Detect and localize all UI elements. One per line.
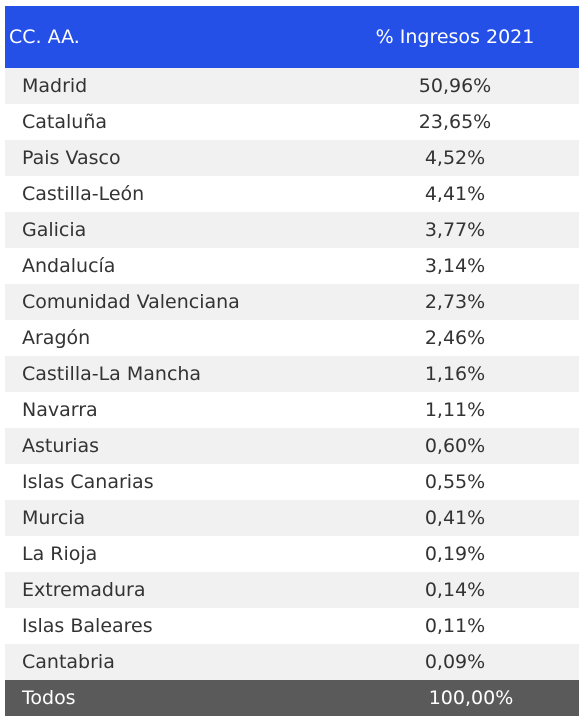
row-region: Andalucía <box>22 255 116 277</box>
row-percent: 1,11% <box>424 399 486 421</box>
row-percent: 0,19% <box>424 543 486 565</box>
table-row: Islas Canarias 0,55% <box>5 464 579 500</box>
table-row: Cataluña 23,65% <box>5 104 579 140</box>
table-row: Castilla-La Mancha 1,16% <box>5 356 579 392</box>
table-row: La Rioja 0,19% <box>5 536 579 572</box>
row-percent: 1,16% <box>424 363 486 385</box>
row-percent: 2,46% <box>424 327 486 349</box>
footer-region: Todos <box>22 687 76 709</box>
table-row: Navarra 1,11% <box>5 392 579 428</box>
row-percent: 0,41% <box>424 507 486 529</box>
row-percent: 0,14% <box>424 579 486 601</box>
table-row: Aragón 2,46% <box>5 320 579 356</box>
row-percent: 0,60% <box>424 435 486 457</box>
table-row: Cantabria 0,09% <box>5 644 579 680</box>
table-row: Andalucía 3,14% <box>5 248 579 284</box>
row-percent: 3,14% <box>424 255 486 277</box>
row-region: Madrid <box>22 75 88 97</box>
row-region: Navarra <box>22 399 98 421</box>
row-region: Comunidad Valenciana <box>22 291 240 313</box>
table-row: Murcia 0,41% <box>5 500 579 536</box>
table-row: Islas Baleares 0,11% <box>5 608 579 644</box>
footer-percent: 100,00% <box>428 687 514 709</box>
header-percent: % Ingresos 2021 <box>375 26 535 48</box>
row-percent: 0,09% <box>424 651 486 673</box>
table-row: Castilla-León 4,41% <box>5 176 579 212</box>
table-row: Galicia 3,77% <box>5 212 579 248</box>
row-percent: 0,55% <box>424 471 486 493</box>
row-region: La Rioja <box>22 543 98 565</box>
table-row: Asturias 0,60% <box>5 428 579 464</box>
row-percent: 23,65% <box>418 111 492 133</box>
row-percent: 2,73% <box>424 291 486 313</box>
row-percent: 0,11% <box>424 615 486 637</box>
row-percent: 3,77% <box>424 219 486 241</box>
row-region: Aragón <box>22 327 91 349</box>
table-row: Madrid 50,96% <box>5 68 579 104</box>
row-region: Pais Vasco <box>22 147 121 169</box>
row-region: Cataluña <box>22 111 108 133</box>
row-region: Castilla-La Mancha <box>22 363 202 385</box>
header-region: CC. AA. <box>9 26 80 48</box>
row-percent: 50,96% <box>418 75 492 97</box>
row-region: Extremadura <box>22 579 146 601</box>
row-percent: 4,41% <box>424 183 486 205</box>
table-footer: Todos 100,00% <box>5 680 579 716</box>
income-table: CC. AA. % Ingresos 2021 Madrid 50,96% Cata… <box>5 6 579 716</box>
row-region: Cantabria <box>22 651 115 673</box>
row-region: Islas Baleares <box>22 615 153 637</box>
table-body: Madrid 50,96% Cataluña 23,65% Pais Vasco 4,52… <box>5 68 579 680</box>
table-row: Comunidad Valenciana 2,73% <box>5 284 579 320</box>
row-percent: 4,52% <box>424 147 486 169</box>
row-region: Murcia <box>22 507 86 529</box>
table-row: Pais Vasco 4,52% <box>5 140 579 176</box>
row-region: Islas Canarias <box>22 471 154 493</box>
row-region: Castilla-León <box>22 183 145 205</box>
table-row: Extremadura 0,14% <box>5 572 579 608</box>
table-header: CC. AA. % Ingresos 2021 <box>5 6 579 68</box>
row-region: Asturias <box>22 435 100 457</box>
row-region: Galicia <box>22 219 87 241</box>
